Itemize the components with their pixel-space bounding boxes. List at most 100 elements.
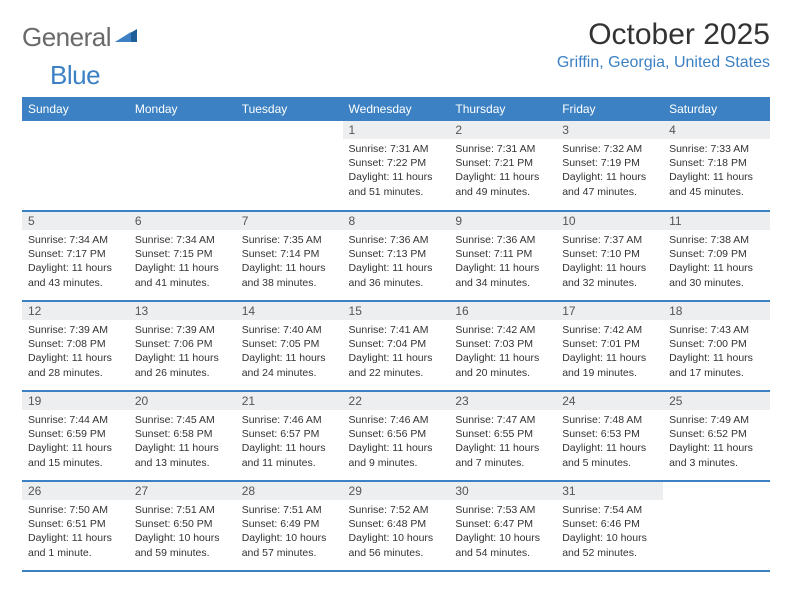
day-details: Sunrise: 7:36 AMSunset: 7:13 PMDaylight:… xyxy=(343,230,450,296)
calendar-day-cell: 3Sunrise: 7:32 AMSunset: 7:19 PMDaylight… xyxy=(556,121,663,211)
day-details: Sunrise: 7:39 AMSunset: 7:06 PMDaylight:… xyxy=(129,320,236,386)
day-number: 23 xyxy=(449,392,556,410)
month-title: October 2025 xyxy=(557,18,770,52)
brand-part1: General xyxy=(22,22,111,53)
day-number: 17 xyxy=(556,302,663,320)
calendar-table: SundayMondayTuesdayWednesdayThursdayFrid… xyxy=(22,97,770,572)
weekday-header: Friday xyxy=(556,97,663,121)
day-number: 21 xyxy=(236,392,343,410)
calendar-day-cell: 15Sunrise: 7:41 AMSunset: 7:04 PMDayligh… xyxy=(343,301,450,391)
day-details: Sunrise: 7:51 AMSunset: 6:50 PMDaylight:… xyxy=(129,500,236,566)
calendar-week-row: 19Sunrise: 7:44 AMSunset: 6:59 PMDayligh… xyxy=(22,391,770,481)
calendar-day-cell: 28Sunrise: 7:51 AMSunset: 6:49 PMDayligh… xyxy=(236,481,343,571)
calendar-day-cell: 19Sunrise: 7:44 AMSunset: 6:59 PMDayligh… xyxy=(22,391,129,481)
day-number: 3 xyxy=(556,121,663,139)
day-number: 2 xyxy=(449,121,556,139)
weekday-header: Wednesday xyxy=(343,97,450,121)
title-block: October 2025 Griffin, Georgia, United St… xyxy=(557,18,770,72)
calendar-day-cell: 2Sunrise: 7:31 AMSunset: 7:21 PMDaylight… xyxy=(449,121,556,211)
calendar-day-cell: 20Sunrise: 7:45 AMSunset: 6:58 PMDayligh… xyxy=(129,391,236,481)
brand-logo: General xyxy=(22,18,139,53)
day-details: Sunrise: 7:52 AMSunset: 6:48 PMDaylight:… xyxy=(343,500,450,566)
day-details: Sunrise: 7:34 AMSunset: 7:17 PMDaylight:… xyxy=(22,230,129,296)
calendar-day-cell: 29Sunrise: 7:52 AMSunset: 6:48 PMDayligh… xyxy=(343,481,450,571)
calendar-week-row: 1Sunrise: 7:31 AMSunset: 7:22 PMDaylight… xyxy=(22,121,770,211)
day-details: Sunrise: 7:49 AMSunset: 6:52 PMDaylight:… xyxy=(663,410,770,476)
calendar-day-cell: 26Sunrise: 7:50 AMSunset: 6:51 PMDayligh… xyxy=(22,481,129,571)
calendar-day-cell xyxy=(22,121,129,211)
day-details: Sunrise: 7:46 AMSunset: 6:57 PMDaylight:… xyxy=(236,410,343,476)
location-subtitle: Griffin, Georgia, United States xyxy=(557,54,770,72)
calendar-day-cell: 4Sunrise: 7:33 AMSunset: 7:18 PMDaylight… xyxy=(663,121,770,211)
calendar-page: General October 2025 Griffin, Georgia, U… xyxy=(0,0,792,590)
day-details: Sunrise: 7:41 AMSunset: 7:04 PMDaylight:… xyxy=(343,320,450,386)
day-number: 16 xyxy=(449,302,556,320)
day-number: 7 xyxy=(236,212,343,230)
calendar-day-cell: 12Sunrise: 7:39 AMSunset: 7:08 PMDayligh… xyxy=(22,301,129,391)
day-details: Sunrise: 7:32 AMSunset: 7:19 PMDaylight:… xyxy=(556,139,663,205)
day-details: Sunrise: 7:37 AMSunset: 7:10 PMDaylight:… xyxy=(556,230,663,296)
day-number: 25 xyxy=(663,392,770,410)
calendar-day-cell: 23Sunrise: 7:47 AMSunset: 6:55 PMDayligh… xyxy=(449,391,556,481)
day-details: Sunrise: 7:42 AMSunset: 7:01 PMDaylight:… xyxy=(556,320,663,386)
day-details: Sunrise: 7:53 AMSunset: 6:47 PMDaylight:… xyxy=(449,500,556,566)
day-details: Sunrise: 7:40 AMSunset: 7:05 PMDaylight:… xyxy=(236,320,343,386)
calendar-day-cell: 24Sunrise: 7:48 AMSunset: 6:53 PMDayligh… xyxy=(556,391,663,481)
day-details: Sunrise: 7:47 AMSunset: 6:55 PMDaylight:… xyxy=(449,410,556,476)
day-details: Sunrise: 7:34 AMSunset: 7:15 PMDaylight:… xyxy=(129,230,236,296)
day-number: 31 xyxy=(556,482,663,500)
day-details: Sunrise: 7:33 AMSunset: 7:18 PMDaylight:… xyxy=(663,139,770,205)
calendar-day-cell: 21Sunrise: 7:46 AMSunset: 6:57 PMDayligh… xyxy=(236,391,343,481)
calendar-week-row: 26Sunrise: 7:50 AMSunset: 6:51 PMDayligh… xyxy=(22,481,770,571)
weekday-header: Tuesday xyxy=(236,97,343,121)
day-number: 28 xyxy=(236,482,343,500)
calendar-day-cell: 10Sunrise: 7:37 AMSunset: 7:10 PMDayligh… xyxy=(556,211,663,301)
calendar-day-cell: 7Sunrise: 7:35 AMSunset: 7:14 PMDaylight… xyxy=(236,211,343,301)
day-details: Sunrise: 7:48 AMSunset: 6:53 PMDaylight:… xyxy=(556,410,663,476)
day-number: 4 xyxy=(663,121,770,139)
calendar-day-cell xyxy=(236,121,343,211)
weekday-header: Sunday xyxy=(22,97,129,121)
calendar-body: 1Sunrise: 7:31 AMSunset: 7:22 PMDaylight… xyxy=(22,121,770,571)
calendar-day-cell: 13Sunrise: 7:39 AMSunset: 7:06 PMDayligh… xyxy=(129,301,236,391)
day-number: 11 xyxy=(663,212,770,230)
calendar-day-cell: 22Sunrise: 7:46 AMSunset: 6:56 PMDayligh… xyxy=(343,391,450,481)
day-details: Sunrise: 7:35 AMSunset: 7:14 PMDaylight:… xyxy=(236,230,343,296)
day-details: Sunrise: 7:31 AMSunset: 7:22 PMDaylight:… xyxy=(343,139,450,205)
calendar-day-cell xyxy=(663,481,770,571)
calendar-day-cell: 9Sunrise: 7:36 AMSunset: 7:11 PMDaylight… xyxy=(449,211,556,301)
day-details: Sunrise: 7:42 AMSunset: 7:03 PMDaylight:… xyxy=(449,320,556,386)
calendar-day-cell: 11Sunrise: 7:38 AMSunset: 7:09 PMDayligh… xyxy=(663,211,770,301)
day-details: Sunrise: 7:45 AMSunset: 6:58 PMDaylight:… xyxy=(129,410,236,476)
calendar-day-cell: 27Sunrise: 7:51 AMSunset: 6:50 PMDayligh… xyxy=(129,481,236,571)
day-number: 5 xyxy=(22,212,129,230)
day-number: 14 xyxy=(236,302,343,320)
day-number: 18 xyxy=(663,302,770,320)
day-number: 10 xyxy=(556,212,663,230)
day-details: Sunrise: 7:43 AMSunset: 7:00 PMDaylight:… xyxy=(663,320,770,386)
calendar-day-cell: 1Sunrise: 7:31 AMSunset: 7:22 PMDaylight… xyxy=(343,121,450,211)
day-number: 22 xyxy=(343,392,450,410)
day-details: Sunrise: 7:46 AMSunset: 6:56 PMDaylight:… xyxy=(343,410,450,476)
calendar-day-cell: 18Sunrise: 7:43 AMSunset: 7:00 PMDayligh… xyxy=(663,301,770,391)
day-number: 19 xyxy=(22,392,129,410)
day-details: Sunrise: 7:38 AMSunset: 7:09 PMDaylight:… xyxy=(663,230,770,296)
day-number: 6 xyxy=(129,212,236,230)
day-number: 29 xyxy=(343,482,450,500)
day-number: 1 xyxy=(343,121,450,139)
day-number: 26 xyxy=(22,482,129,500)
calendar-day-cell: 14Sunrise: 7:40 AMSunset: 7:05 PMDayligh… xyxy=(236,301,343,391)
weekday-header: Monday xyxy=(129,97,236,121)
day-number: 15 xyxy=(343,302,450,320)
day-number: 12 xyxy=(22,302,129,320)
day-number: 27 xyxy=(129,482,236,500)
day-number: 9 xyxy=(449,212,556,230)
calendar-day-cell: 17Sunrise: 7:42 AMSunset: 7:01 PMDayligh… xyxy=(556,301,663,391)
calendar-day-cell: 16Sunrise: 7:42 AMSunset: 7:03 PMDayligh… xyxy=(449,301,556,391)
day-details: Sunrise: 7:50 AMSunset: 6:51 PMDaylight:… xyxy=(22,500,129,566)
brand-part2: Blue xyxy=(50,60,100,91)
day-details: Sunrise: 7:39 AMSunset: 7:08 PMDaylight:… xyxy=(22,320,129,386)
day-number: 30 xyxy=(449,482,556,500)
calendar-day-cell: 25Sunrise: 7:49 AMSunset: 6:52 PMDayligh… xyxy=(663,391,770,481)
day-details: Sunrise: 7:31 AMSunset: 7:21 PMDaylight:… xyxy=(449,139,556,205)
